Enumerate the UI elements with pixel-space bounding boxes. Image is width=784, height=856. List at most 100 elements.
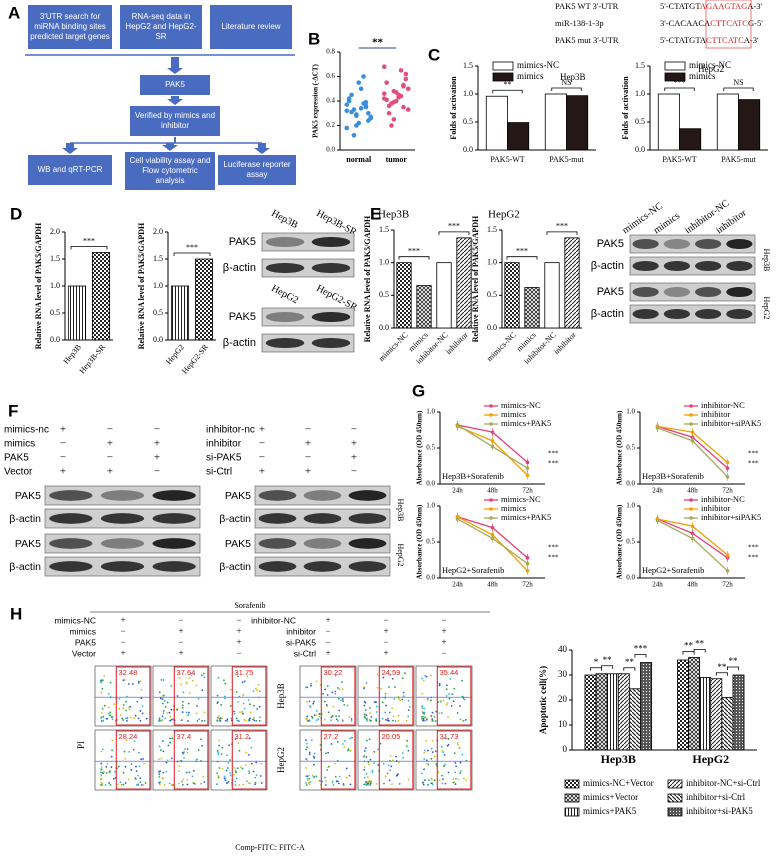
condition-label: inhibitor-NC xyxy=(251,615,296,625)
flow-event xyxy=(117,783,120,786)
condition-sign: + xyxy=(383,626,388,636)
flow-event xyxy=(384,711,387,714)
legend-label: mimics-NC xyxy=(689,60,731,70)
bar xyxy=(566,95,589,151)
sig-bracket xyxy=(70,246,108,250)
sig-label: ** xyxy=(372,37,384,49)
flow-event xyxy=(375,717,378,720)
flow-plot xyxy=(210,729,268,791)
flow-event xyxy=(451,693,454,696)
flow-event xyxy=(252,770,255,773)
flow-event xyxy=(443,753,446,756)
flow-event xyxy=(383,782,385,785)
flow-event xyxy=(460,770,462,773)
y-tick-label: 10 xyxy=(558,719,568,729)
legend-marker xyxy=(689,516,693,520)
y-tick-label: 0.0 xyxy=(379,323,389,332)
flow-event xyxy=(308,719,311,722)
flow-event xyxy=(166,701,169,704)
flow-event xyxy=(186,778,189,781)
blot-band xyxy=(303,538,342,549)
flow-event xyxy=(386,772,389,775)
sequence-part: AGAAGTAG xyxy=(700,1,747,11)
flow-event xyxy=(421,781,424,784)
panel-label: F xyxy=(8,401,18,420)
flow-event xyxy=(111,718,114,721)
flow-event xyxy=(306,775,309,778)
scatter-point xyxy=(363,99,369,105)
flow-event xyxy=(310,684,312,687)
flow-event xyxy=(235,717,238,720)
flow-event xyxy=(326,685,329,687)
flow-event xyxy=(397,761,400,764)
condition-label: PAK5 xyxy=(75,637,96,647)
flow-event xyxy=(228,744,231,747)
x-tick-label: 24h xyxy=(652,487,663,495)
percentage: 24.59 xyxy=(382,668,401,677)
condition-label: mimics xyxy=(70,626,96,636)
bar xyxy=(606,673,619,751)
flow-event xyxy=(172,718,175,721)
flow-event xyxy=(445,684,448,687)
flow-event xyxy=(187,713,190,716)
condition-sign: − xyxy=(305,424,311,436)
flow-event xyxy=(457,778,460,781)
series-point xyxy=(690,430,695,434)
flow-event xyxy=(444,782,447,785)
flow-event xyxy=(453,752,456,755)
flow-event xyxy=(427,779,430,782)
flow-event xyxy=(162,712,165,715)
condition-label: inhibitor xyxy=(286,626,316,636)
flow-event xyxy=(138,751,140,754)
legend-swatch xyxy=(664,72,686,82)
flow-event xyxy=(233,773,235,776)
legend-label: mimics+PAK5 xyxy=(501,418,551,428)
scatter-point xyxy=(391,99,397,105)
x-tick-label: PAK5-WT xyxy=(490,155,524,164)
blot-band xyxy=(100,538,145,549)
flow-event xyxy=(306,686,309,689)
flow-event xyxy=(139,777,142,780)
flow-event xyxy=(448,693,450,695)
sequence-part: CTTCATC xyxy=(710,18,748,28)
flow-event xyxy=(119,714,122,717)
flow-event xyxy=(337,720,339,722)
flow-event xyxy=(223,679,225,682)
blot-strip xyxy=(44,485,201,506)
legend-marker xyxy=(689,413,693,417)
y-axis-label: Folds of activation xyxy=(449,76,458,140)
flow-event xyxy=(346,704,349,707)
flow-arrow xyxy=(162,143,178,151)
flow-event xyxy=(365,682,368,684)
flow-event xyxy=(144,782,147,784)
flow-event xyxy=(186,783,189,786)
panel-label: B xyxy=(308,29,320,48)
flow-event xyxy=(125,717,128,720)
flow-event xyxy=(226,720,229,722)
flow-event xyxy=(463,698,466,701)
flow-event xyxy=(332,784,335,786)
flow-event xyxy=(139,719,142,722)
x-tick-label: HepG2-SR xyxy=(180,342,210,376)
flow-event xyxy=(365,739,368,742)
flow-event xyxy=(140,688,143,691)
flow-event xyxy=(430,782,433,785)
series-point xyxy=(490,525,495,530)
flow-event xyxy=(255,719,258,722)
flow-event xyxy=(309,780,312,783)
flow-event xyxy=(186,752,189,754)
legend-label: inhibitor+siPAK5 xyxy=(701,512,761,522)
blot-band xyxy=(311,311,351,323)
gate-highlight xyxy=(378,730,414,790)
flow-event xyxy=(196,758,199,761)
flow-event xyxy=(384,775,387,778)
flow-event xyxy=(170,708,173,711)
sig-label: *** xyxy=(548,450,559,458)
flow-event xyxy=(455,765,457,768)
flow-event xyxy=(447,716,449,719)
flow-event xyxy=(258,716,261,719)
flow-event xyxy=(458,705,461,707)
condition-sign: + xyxy=(178,626,183,636)
flow-event xyxy=(236,719,239,722)
flow-event xyxy=(234,770,237,772)
